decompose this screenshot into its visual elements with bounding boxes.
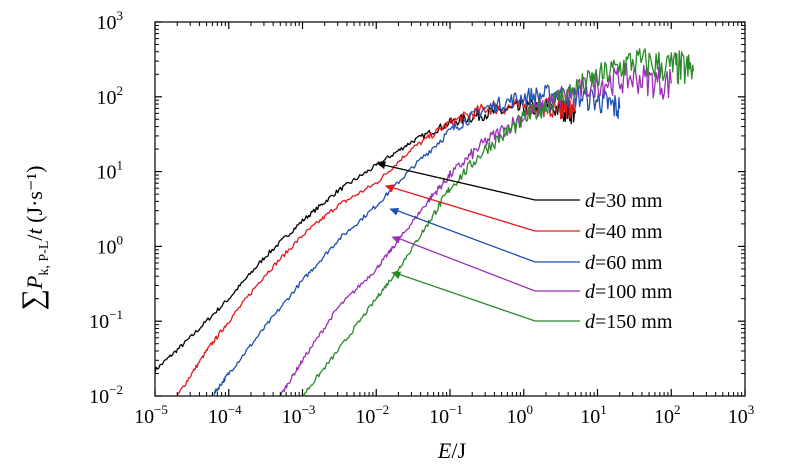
x-tick-label: 10−3 (282, 402, 316, 428)
x-tick-label: 10−1 (429, 402, 463, 428)
y-tick-label: 101 (97, 158, 124, 184)
x-tick-label: 10−5 (134, 402, 168, 428)
legend-arrow-head (384, 184, 395, 193)
legend-entry-label: d=150 mm (585, 311, 673, 333)
y-tick-label: 103 (97, 8, 124, 34)
series-line-d-100-mm (279, 63, 672, 397)
legend-arrow-shaft (397, 210, 536, 263)
legend-entry-label: d=100 mm (585, 281, 673, 303)
legend-arrow-head (391, 271, 402, 280)
legend-entry-label: d=30 mm (585, 190, 663, 212)
series-line-d-150-mm (302, 48, 695, 397)
ticks-layer: 10−5 10−4 10−3 10−2 10−1 100 101 102 103 10−2 10−1… (89, 8, 754, 428)
x-tick-label: 103 (728, 402, 755, 428)
x-axis-title: E/J (437, 438, 467, 463)
y-axis-title: ∑Pk, P-L/t (J·s⁻¹) (16, 166, 52, 311)
legend-arrow-head (389, 207, 400, 216)
x-tick-label: 100 (507, 402, 534, 428)
legend-arrow-head (391, 236, 402, 244)
series-line-d-30-mm (154, 98, 576, 373)
y-tick-label: 10−2 (89, 382, 123, 408)
y-tick-label: 102 (97, 83, 124, 109)
series-line-d-40-mm (177, 96, 576, 395)
x-tick-label: 10−4 (208, 402, 242, 428)
x-tick-label: 101 (580, 402, 607, 428)
x-tick-label: 10−2 (355, 402, 389, 428)
legend-arrow-shaft (399, 238, 536, 292)
x-tick-label: 102 (654, 402, 681, 428)
legend-arrow-shaft (399, 273, 536, 322)
y-tick-label: 100 (97, 232, 124, 258)
legend-entry-label: d=40 mm (585, 221, 663, 243)
y-tick-label: 10−1 (89, 307, 123, 333)
legend-arrow-shaft (384, 164, 536, 201)
series-layer (154, 48, 695, 397)
legend-layer: d=30 mm d=40 mm d=60 mm d=100 mm d=150 mm (376, 161, 673, 333)
legend-arrow-shaft (392, 186, 536, 232)
legend-entry-label: d=60 mm (585, 252, 663, 274)
legend-arrow-head (376, 161, 386, 170)
